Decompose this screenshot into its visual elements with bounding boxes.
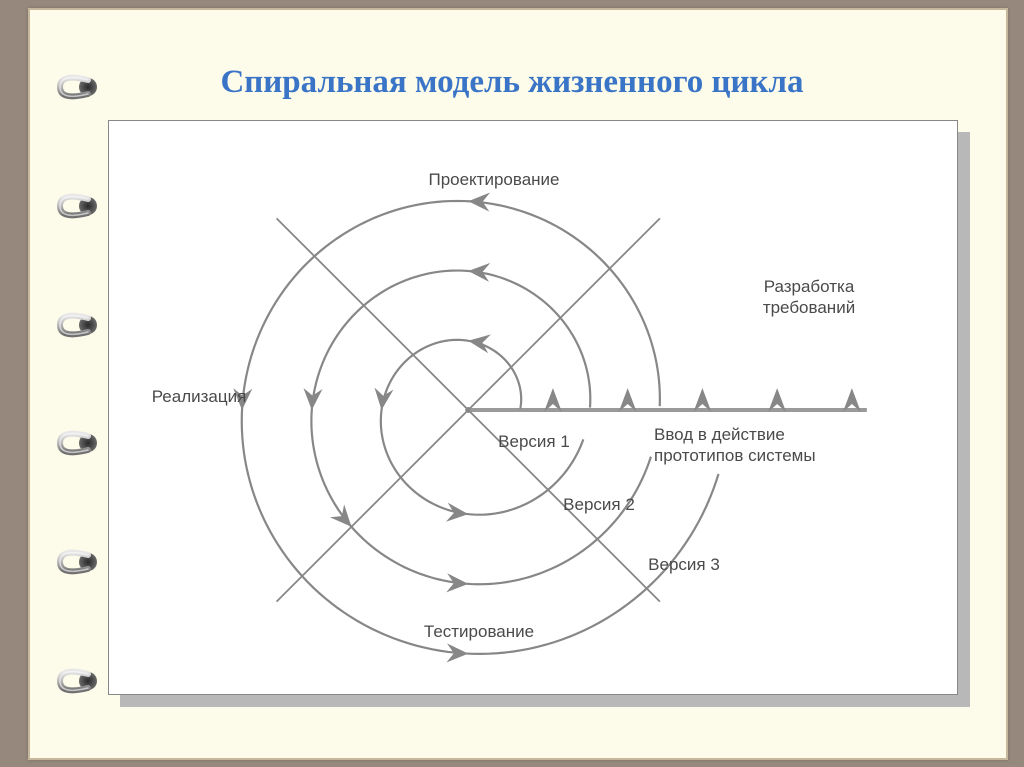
label-v1: Версия 1 — [489, 431, 579, 452]
label-left: Реализация — [139, 386, 259, 407]
ring-icon — [56, 301, 100, 349]
label-v2: Версия 2 — [554, 494, 644, 515]
spiral-diagram — [109, 121, 957, 694]
label-v3: Версия 3 — [639, 554, 729, 575]
page-title: Спиральная модель жизненного цикла — [0, 64, 1024, 101]
ring-icon — [56, 538, 100, 586]
label-right_top: Разработкатребований — [729, 276, 889, 319]
label-top: Проектирование — [404, 169, 584, 190]
ring-icon — [56, 657, 100, 705]
ring-icon — [56, 182, 100, 230]
diagram-frame: Проектирование Разработкатребований Реализ… — [108, 120, 958, 695]
label-right_mid: Ввод в действиепрототипов системы — [654, 424, 884, 467]
label-bottom: Тестирование — [394, 621, 564, 642]
ring-icon — [56, 419, 100, 467]
binder-rings — [56, 28, 106, 740]
ring-icon — [56, 63, 100, 111]
